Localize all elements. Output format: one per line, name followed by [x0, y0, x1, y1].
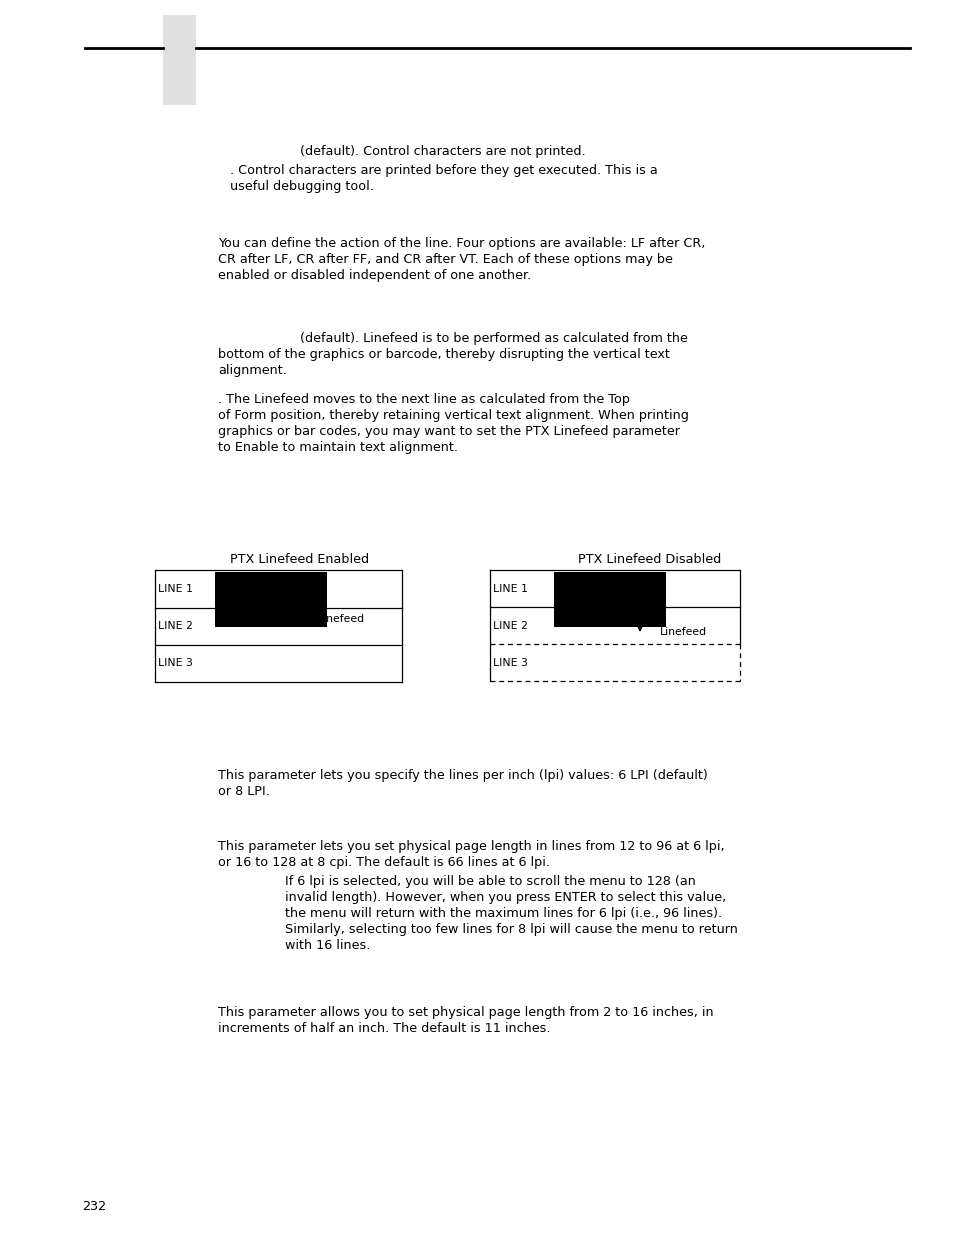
Text: (default). Linefeed is to be performed as calculated from the: (default). Linefeed is to be performed a…: [299, 332, 687, 345]
Text: Linefeed: Linefeed: [659, 627, 706, 637]
Text: 232: 232: [82, 1200, 106, 1213]
Bar: [554, 572, 665, 627]
Text: . Control characters are printed before they get executed. This is a: . Control characters are printed before …: [230, 164, 657, 177]
Bar: [214, 572, 327, 627]
Text: useful debugging tool.: useful debugging tool.: [230, 180, 374, 193]
Text: You can define the action of the line. Four options are available: LF after CR,: You can define the action of the line. F…: [218, 237, 704, 249]
Text: or 16 to 128 at 8 cpi. The default is 66 lines at 6 lpi.: or 16 to 128 at 8 cpi. The default is 66…: [218, 856, 550, 869]
Text: PTX Linefeed Disabled: PTX Linefeed Disabled: [578, 553, 720, 566]
Text: the menu will return with the maximum lines for 6 lpi (i.e., 96 lines).: the menu will return with the maximum li…: [285, 906, 721, 920]
Text: LINE 1: LINE 1: [493, 584, 527, 594]
Text: enabled or disabled independent of one another.: enabled or disabled independent of one a…: [218, 269, 531, 282]
Text: This parameter allows you to set physical page length from 2 to 16 inches, in: This parameter allows you to set physica…: [218, 1007, 713, 1019]
Text: alignment.: alignment.: [218, 364, 287, 377]
Text: LINE 3: LINE 3: [158, 658, 193, 668]
Text: (default). Control characters are not printed.: (default). Control characters are not pr…: [299, 144, 585, 158]
Text: This parameter lets you specify the lines per inch (lpi) values: 6 LPI (default): This parameter lets you specify the line…: [218, 769, 707, 782]
Text: This parameter lets you set physical page length in lines from 12 to 96 at 6 lpi: This parameter lets you set physical pag…: [218, 840, 724, 853]
Text: LINE 1: LINE 1: [158, 584, 193, 594]
Text: . The Linefeed moves to the next line as calculated from the Top: . The Linefeed moves to the next line as…: [218, 393, 629, 406]
Text: LINE 2: LINE 2: [493, 621, 527, 631]
Text: LINE 3: LINE 3: [493, 658, 527, 668]
Text: graphics or bar codes, you may want to set the PTX Linefeed parameter: graphics or bar codes, you may want to s…: [218, 425, 679, 438]
Text: CR after LF, CR after FF, and CR after VT. Each of these options may be: CR after LF, CR after FF, and CR after V…: [218, 253, 672, 266]
Text: invalid length). However, when you press ENTER to select this value,: invalid length). However, when you press…: [285, 890, 725, 904]
Text: Similarly, selecting too few lines for 8 lpi will cause the menu to return: Similarly, selecting too few lines for 8…: [285, 923, 737, 936]
Text: LINE 2: LINE 2: [158, 621, 193, 631]
Text: PTX Linefeed Enabled: PTX Linefeed Enabled: [231, 553, 369, 566]
Bar: [163, 15, 195, 105]
Text: with 16 lines.: with 16 lines.: [285, 939, 370, 952]
Text: to Enable to maintain text alignment.: to Enable to maintain text alignment.: [218, 441, 457, 454]
Text: of Form position, thereby retaining vertical text alignment. When printing: of Form position, thereby retaining vert…: [218, 409, 688, 422]
Text: If 6 lpi is selected, you will be able to scroll the menu to 128 (an: If 6 lpi is selected, you will be able t…: [285, 876, 695, 888]
Text: bottom of the graphics or barcode, thereby disrupting the vertical text: bottom of the graphics or barcode, there…: [218, 348, 669, 361]
Text: or 8 LPI.: or 8 LPI.: [218, 785, 270, 798]
Text: Linefeed: Linefeed: [317, 614, 365, 624]
Text: increments of half an inch. The default is 11 inches.: increments of half an inch. The default …: [218, 1023, 550, 1035]
